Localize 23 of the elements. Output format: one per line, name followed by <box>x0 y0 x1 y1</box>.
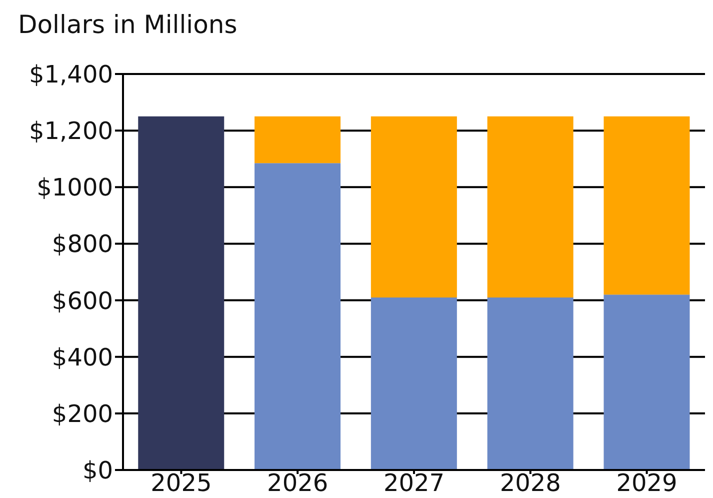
bar <box>604 116 690 295</box>
y-tick-label: $0 <box>82 456 113 485</box>
x-tick-label: 2029 <box>616 469 678 498</box>
bar <box>138 116 224 470</box>
x-tick-label: 2026 <box>267 469 328 498</box>
bar <box>487 116 574 298</box>
y-tick-label: $1,400 <box>29 60 113 89</box>
bar <box>604 294 690 470</box>
y-tick-label: $800 <box>52 230 113 258</box>
bar <box>487 297 574 470</box>
bar <box>254 116 341 164</box>
x-tick-label: 2027 <box>383 469 445 498</box>
x-tick-label: 2025 <box>150 469 212 498</box>
y-tick-label: $200 <box>52 400 113 428</box>
y-tick-label: $600 <box>52 286 113 315</box>
bar <box>254 163 341 470</box>
y-tick-label: $1,200 <box>29 117 113 146</box>
x-tick-label: 2028 <box>500 469 561 498</box>
bar <box>370 116 457 298</box>
y-tick-label: $1000 <box>36 174 113 202</box>
bar <box>370 297 457 470</box>
chart-title: Dollars in Millions <box>18 10 238 39</box>
y-tick-label: $400 <box>52 343 113 372</box>
